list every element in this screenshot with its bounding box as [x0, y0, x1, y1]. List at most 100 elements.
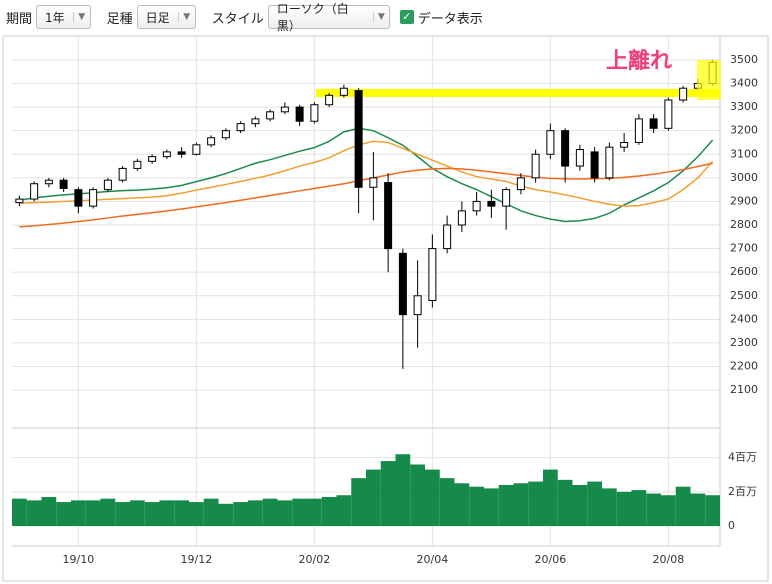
volume-tick-label: 0 — [728, 519, 735, 532]
y-tick-label: 2400 — [730, 312, 758, 325]
volume-bar — [395, 454, 411, 526]
volume-bar — [71, 500, 86, 526]
y-tick-label: 2500 — [730, 289, 758, 302]
volume-bar — [410, 464, 425, 526]
candle-body — [207, 137, 216, 146]
candle-body — [457, 210, 466, 226]
candle-body — [605, 146, 614, 179]
volume-bar — [366, 469, 381, 526]
candle-body — [679, 87, 688, 101]
volume-bar — [12, 498, 27, 526]
volume-bar — [130, 500, 145, 526]
x-tick-label: 20/08 — [653, 553, 685, 566]
volume-tick-label: 2百万 — [728, 485, 757, 498]
volume-bar — [631, 490, 647, 526]
volume-bar — [454, 483, 470, 526]
volume-bar — [587, 481, 602, 526]
candle-body — [59, 179, 68, 189]
checkbox[interactable]: ✓ — [399, 10, 414, 24]
candle-body — [310, 104, 319, 122]
candle-body — [295, 106, 304, 122]
candle-body — [531, 153, 540, 179]
candle-body — [30, 183, 39, 200]
candle-body — [561, 130, 570, 167]
volume-bar — [528, 481, 543, 526]
candle-body — [354, 90, 363, 188]
candle-body — [369, 177, 378, 188]
moving-average — [19, 162, 713, 228]
volume-bar — [262, 498, 278, 526]
volume-bar — [543, 469, 558, 526]
moving-average — [19, 140, 714, 207]
candle-body — [177, 151, 186, 155]
candle-body — [575, 149, 584, 167]
candle-body — [428, 248, 437, 301]
candle-body — [384, 182, 393, 250]
volume-bar — [56, 502, 71, 526]
volume-bar — [351, 478, 366, 526]
volume-bar — [292, 498, 307, 526]
volume-bar — [144, 502, 160, 526]
annotation-text: 上離れ — [606, 48, 672, 74]
candle-body — [44, 179, 53, 185]
candle-body — [413, 295, 422, 316]
y-tick-label: 3400 — [730, 77, 758, 90]
volume-bar — [203, 498, 219, 526]
candle-body — [634, 118, 643, 143]
y-tick-label: 3500 — [730, 53, 758, 66]
candle-body — [325, 94, 334, 106]
dropdown-arrow: ▼ — [177, 12, 195, 22]
candle-body — [590, 151, 599, 179]
period-select[interactable]: 1年 ▼ — [36, 5, 91, 29]
chart: 2100 2200 2300 2400 2500 2600 2700 2800 2900 3000… — [2, 35, 769, 582]
annotation-band — [316, 88, 720, 97]
volume-bar — [602, 488, 617, 526]
candle-body — [398, 252, 407, 316]
candle-body — [472, 200, 481, 212]
x-tick-label: 20/06 — [535, 553, 567, 566]
candle-body — [443, 224, 452, 250]
candle-body — [118, 167, 127, 181]
candle-body — [192, 144, 201, 155]
candle-body — [89, 189, 98, 207]
y-tick-label: 3100 — [730, 147, 758, 160]
volume-bar — [380, 461, 396, 526]
volume-bar — [26, 500, 42, 526]
y-tick-label: 2300 — [730, 336, 758, 349]
y-tick-label: 2600 — [730, 265, 758, 278]
volume-bar — [336, 495, 352, 526]
bar-select[interactable]: 日足 ▼ — [136, 5, 196, 29]
y-tick-label: 2100 — [730, 383, 758, 396]
volume-bar — [498, 484, 514, 526]
toolbar: 期間 1年 ▼ 足種 日足 ▼ スタイル ローソク（白黒） ▼ ✓ データ表示 — [0, 0, 772, 34]
volume-bar — [513, 483, 529, 526]
candle-body — [487, 200, 496, 207]
y-tick-label: 3000 — [730, 171, 758, 184]
moving-average — [19, 127, 714, 223]
candle-body — [148, 156, 157, 162]
volume-bar — [690, 493, 706, 526]
volume-bar — [307, 498, 322, 526]
candle-body — [664, 99, 673, 129]
volume-bar — [321, 496, 337, 526]
volume-bar — [439, 478, 455, 526]
candle-body — [103, 179, 112, 191]
volume-bar — [189, 502, 204, 526]
style-select[interactable]: ローソク（白黒） ▼ — [267, 2, 390, 33]
volume-bar — [616, 491, 632, 526]
volume-bar — [115, 502, 130, 526]
checkbox-label[interactable]: データ表示 — [417, 11, 483, 27]
candle-body — [162, 151, 171, 158]
volume-bar — [233, 502, 248, 526]
y-tick-label: 2200 — [730, 360, 758, 373]
y-tick-label: 2700 — [730, 242, 758, 255]
volume-bar — [661, 495, 676, 526]
highlight-box — [697, 60, 721, 100]
candle-body — [546, 130, 555, 155]
volume-bar — [159, 500, 175, 526]
candle-body — [502, 189, 511, 207]
bar-value: 日足 — [145, 10, 170, 25]
volume-bar — [41, 496, 57, 526]
y-tick-label: 3200 — [730, 124, 758, 137]
volume-bar — [100, 498, 116, 526]
